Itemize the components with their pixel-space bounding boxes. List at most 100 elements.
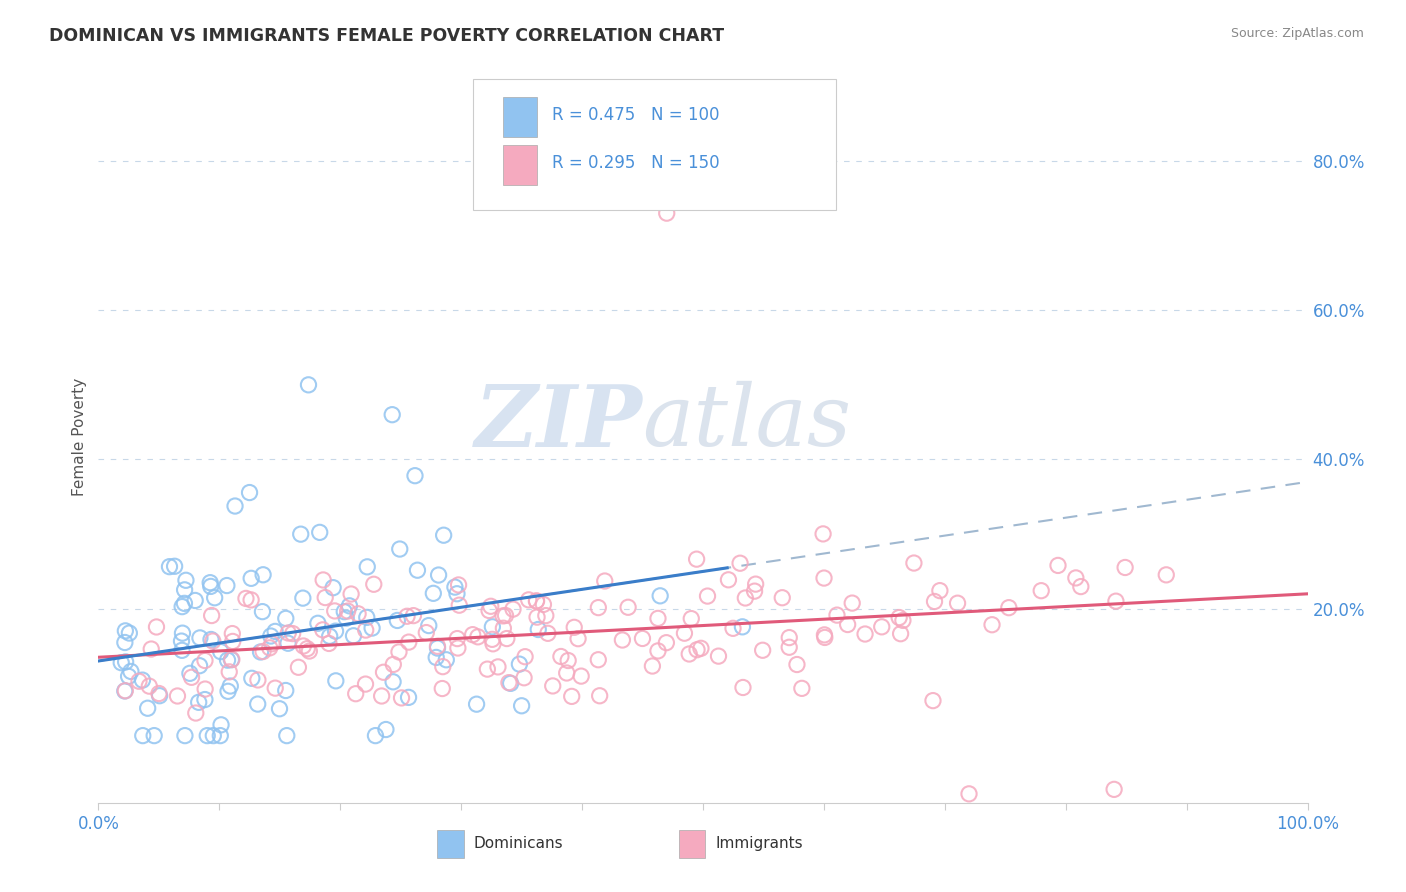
Point bbox=[221, 626, 243, 640]
Point bbox=[461, 627, 484, 641]
Point bbox=[685, 552, 707, 566]
Point bbox=[221, 653, 243, 667]
Point bbox=[890, 626, 912, 640]
Point bbox=[696, 589, 718, 603]
Point bbox=[870, 620, 893, 634]
Point bbox=[444, 580, 467, 594]
Point bbox=[287, 660, 309, 674]
Point bbox=[215, 578, 238, 592]
Point bbox=[163, 559, 186, 574]
Point bbox=[555, 665, 578, 680]
Point bbox=[194, 681, 217, 696]
Bar bbox=[679, 830, 706, 858]
Point bbox=[252, 567, 274, 582]
Point bbox=[567, 632, 589, 646]
Point bbox=[138, 679, 160, 693]
Point bbox=[318, 636, 340, 650]
Point bbox=[240, 671, 263, 685]
Point bbox=[322, 581, 344, 595]
Point bbox=[264, 681, 287, 695]
Text: R = 0.475   N = 100: R = 0.475 N = 100 bbox=[551, 106, 720, 124]
Point bbox=[837, 617, 859, 632]
Point bbox=[209, 718, 232, 732]
Point bbox=[114, 683, 136, 698]
Bar bbox=[503, 97, 537, 137]
Point bbox=[114, 655, 136, 669]
Point bbox=[179, 666, 201, 681]
Point bbox=[188, 631, 211, 645]
Point bbox=[813, 571, 835, 585]
Point bbox=[404, 468, 426, 483]
Point bbox=[340, 587, 363, 601]
Point bbox=[650, 589, 672, 603]
Point bbox=[276, 729, 298, 743]
Point bbox=[370, 689, 392, 703]
Point bbox=[825, 608, 848, 623]
Point bbox=[427, 568, 450, 582]
Point bbox=[180, 670, 202, 684]
Point bbox=[588, 600, 610, 615]
Point bbox=[449, 598, 471, 612]
Point bbox=[526, 610, 548, 624]
Point bbox=[447, 640, 470, 655]
Point bbox=[841, 596, 863, 610]
Point bbox=[569, 669, 592, 683]
Point bbox=[731, 620, 754, 634]
Text: DOMINICAN VS IMMIGRANTS FEMALE POVERTY CORRELATION CHART: DOMINICAN VS IMMIGRANTS FEMALE POVERTY C… bbox=[49, 27, 724, 45]
Point bbox=[312, 623, 335, 637]
Point bbox=[903, 556, 925, 570]
Text: ZIP: ZIP bbox=[475, 381, 643, 464]
Point bbox=[728, 556, 751, 570]
Point bbox=[928, 583, 950, 598]
Point bbox=[221, 652, 243, 666]
Point bbox=[145, 620, 167, 634]
Point bbox=[344, 687, 367, 701]
Point bbox=[647, 611, 669, 625]
Point bbox=[336, 604, 359, 618]
Point bbox=[655, 635, 678, 649]
Point bbox=[252, 644, 274, 658]
Point bbox=[217, 684, 239, 698]
Point bbox=[690, 641, 713, 656]
Point bbox=[673, 626, 696, 640]
Point bbox=[364, 729, 387, 743]
Point bbox=[173, 582, 195, 597]
Point bbox=[114, 635, 136, 649]
Point bbox=[172, 626, 194, 640]
Point bbox=[402, 608, 425, 623]
Point bbox=[219, 679, 242, 693]
Point bbox=[307, 616, 329, 631]
Point bbox=[433, 528, 456, 542]
Point bbox=[731, 681, 754, 695]
Point bbox=[678, 647, 700, 661]
Point bbox=[513, 649, 536, 664]
Point bbox=[813, 628, 835, 642]
Point bbox=[118, 626, 141, 640]
Point bbox=[382, 674, 405, 689]
Point bbox=[593, 574, 616, 588]
Point bbox=[946, 596, 969, 610]
Point bbox=[770, 591, 793, 605]
Point bbox=[1102, 782, 1125, 797]
Point bbox=[517, 592, 540, 607]
Text: atlas: atlas bbox=[643, 381, 852, 464]
Point bbox=[246, 673, 269, 687]
Point bbox=[790, 681, 813, 696]
Point bbox=[200, 632, 222, 647]
Point bbox=[141, 642, 163, 657]
Point bbox=[110, 656, 132, 670]
Point bbox=[218, 665, 240, 679]
Point bbox=[335, 611, 357, 625]
Point bbox=[467, 630, 489, 644]
Point bbox=[1031, 583, 1053, 598]
Point bbox=[187, 695, 209, 709]
Point bbox=[159, 559, 181, 574]
Point bbox=[513, 671, 536, 685]
Point bbox=[492, 621, 515, 635]
Point bbox=[498, 675, 520, 690]
Point bbox=[274, 611, 297, 625]
Point bbox=[325, 673, 347, 688]
Point bbox=[495, 608, 517, 623]
Point bbox=[198, 575, 221, 590]
Point bbox=[202, 729, 225, 743]
